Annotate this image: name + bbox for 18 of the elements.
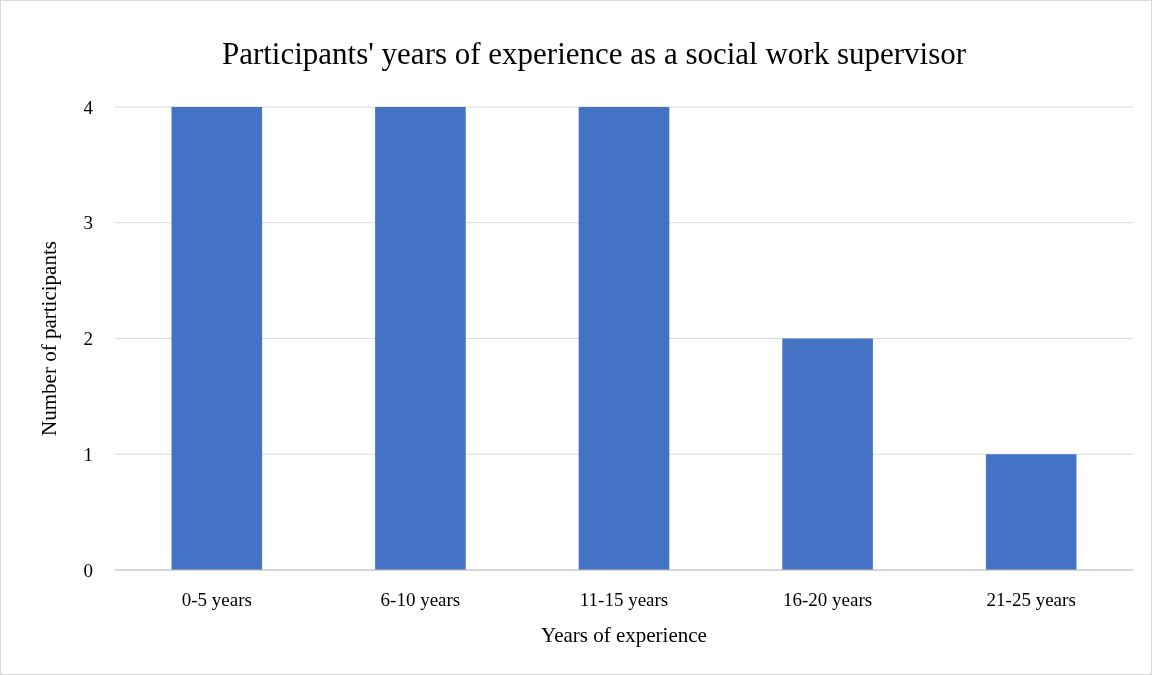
bar [985,454,1077,570]
bar [782,338,873,570]
y-tick-label: 3 [83,212,93,234]
y-tick-label: 1 [83,443,93,465]
x-axis-title: Years of experience [541,623,707,647]
y-tick-label: 2 [83,328,93,350]
x-tick-label: 11-15 years [579,589,669,610]
bar [171,107,263,570]
y-axis-title: Number of participants [37,241,61,436]
chart-title: Participants' years of experience as a social work supervisor [221,36,967,71]
x-tick-label: 21-25 years [986,589,1076,610]
y-tick-label: 0 [83,559,93,581]
x-tick-label: 0-5 years [181,589,252,610]
bar [375,107,466,570]
x-tick-label: 16-20 years [783,589,873,610]
x-tick-label: 6-10 years [380,589,461,610]
y-tick-label: 4 [83,96,94,118]
bar [578,107,670,570]
